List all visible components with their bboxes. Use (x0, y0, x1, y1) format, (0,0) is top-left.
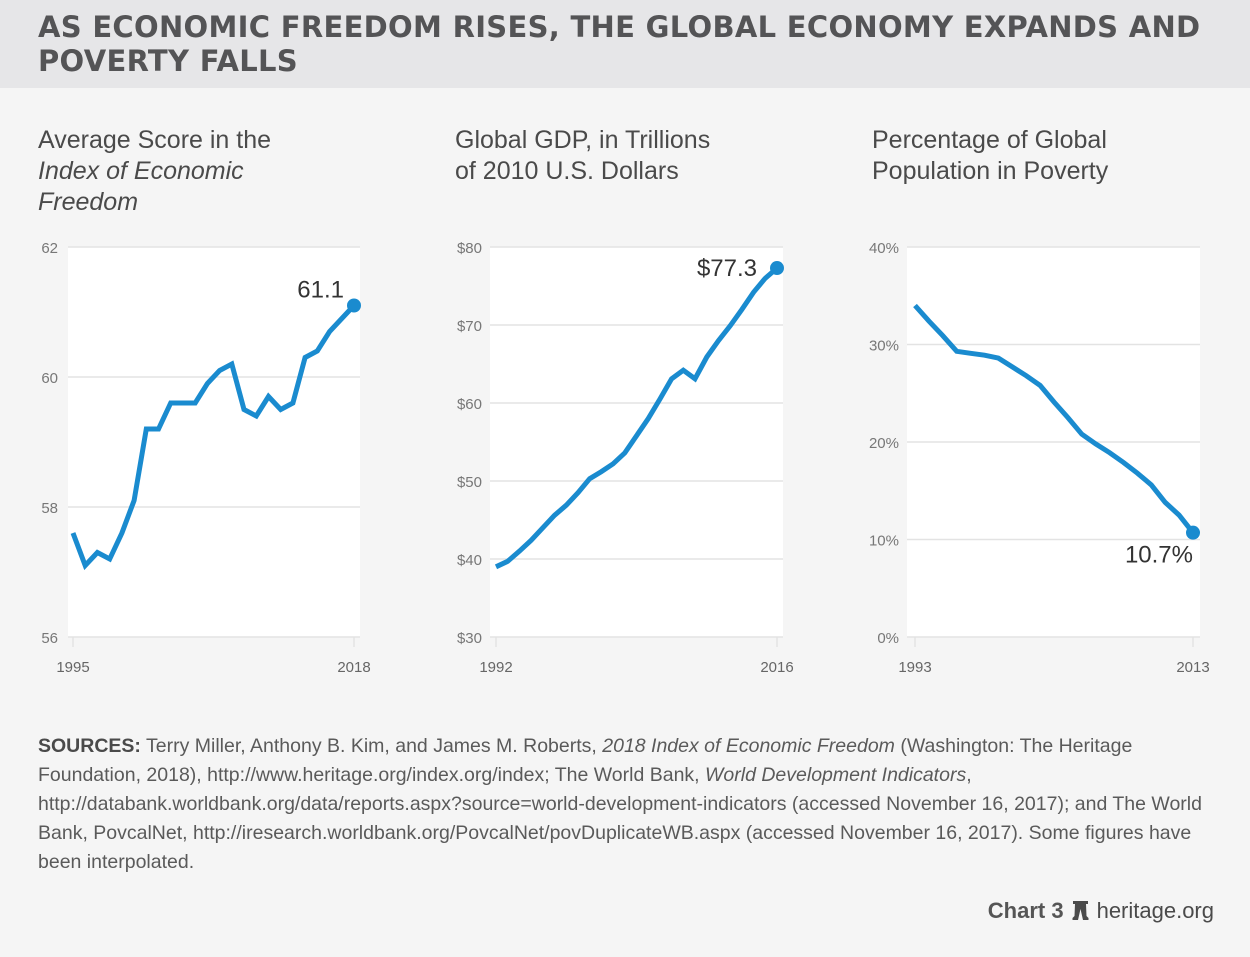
sources-text-1: Terry Miller, Anthony B. Kim, and James … (140, 735, 603, 757)
chart3-ytick-label: 10% (869, 533, 899, 550)
chart2-plot-area (490, 247, 783, 637)
chart3-series-line (913, 303, 1195, 535)
chart2-endpoint-marker (770, 261, 784, 276)
chart1-ytick-label: 62 (41, 240, 58, 257)
chart2-ytick-label: $50 (457, 474, 482, 491)
chart1-subtitle-line1: Average Score in the (38, 126, 272, 154)
chart2-ytick-label: $60 (457, 396, 482, 413)
chart1-ytick-label: 58 (41, 500, 58, 517)
chart1-end-value-label: 61.1 (297, 277, 344, 304)
chart2-ytick-label: $80 (457, 240, 482, 257)
chart1-ytick-label: 60 (41, 370, 58, 387)
chart1-xtick-label: 1995 (56, 659, 89, 676)
chart1-plot-area (68, 247, 360, 637)
chart1-ytick-label: 56 (41, 630, 58, 647)
chart3-ytick-label: 30% (869, 338, 899, 355)
chart-title: AS ECONOMIC FREEDOM RISES, THE GLOBAL EC… (38, 10, 1201, 78)
sources-text-2: (Washington: The Heritage Foundation, 20… (38, 735, 1133, 786)
chart3-xtick-label: 2013 (1176, 659, 1209, 676)
chart1-xtick-label: 2018 (337, 659, 370, 676)
chart2-subtitle-line2: of 2010 U.S. Dollars (455, 157, 679, 185)
chart2-xtick-label: 1992 (479, 659, 512, 676)
chart3-end-value-label: 10.7% (1125, 542, 1193, 569)
chart1-subtitle-line2: Index of Economic (38, 157, 244, 185)
chart1-endpoint-marker (347, 298, 361, 313)
chart3-endpoint-marker (1186, 525, 1200, 540)
chart1-subtitle: Average Score in the Index of Economic F… (38, 125, 271, 218)
chart1-series-line (70, 303, 356, 571)
footer: Chart 3 heritage.org (988, 898, 1214, 924)
chart2-xtick-label: 2016 (760, 659, 793, 676)
chart-number: Chart 3 (987, 898, 1064, 923)
chart3-ytick-label: 40% (869, 240, 899, 257)
sources-text-3: , http://databank.worldbank.org/data/rep… (38, 764, 1202, 873)
chart3-ytick-label: 0% (877, 630, 899, 647)
liberty-bell-icon (1072, 901, 1089, 920)
chart2-series-line (494, 266, 779, 570)
chart3-subtitle-line2: Population in Poverty (872, 157, 1109, 185)
sources-note: SOURCES: Terry Miller, Anthony B. Kim, a… (38, 732, 1208, 877)
chart3-subtitle-line1: Percentage of Global (872, 126, 1107, 154)
chart2-subtitle-line1: Global GDP, in Trillions (455, 126, 711, 154)
sources-title-2: World Development Indicators (705, 764, 967, 786)
chart3-ytick-label: 20% (869, 435, 899, 452)
sources-label: SOURCES: (38, 735, 141, 757)
site-link[interactable]: heritage.org (1096, 898, 1214, 923)
chart1-subtitle-line3: Freedom (38, 188, 139, 216)
chart2-end-value-label: $77.3 (697, 255, 757, 282)
chart3-subtitle: Percentage of Global Population in Pover… (872, 125, 1108, 187)
chart3-xtick-label: 1993 (898, 659, 931, 676)
sources-title-1: 2018 Index of Economic Freedom (602, 735, 895, 757)
header-banner: AS ECONOMIC FREEDOM RISES, THE GLOBAL EC… (0, 0, 1250, 88)
chart2-ytick-label: $30 (457, 630, 482, 647)
chart2-ytick-label: $40 (457, 552, 482, 569)
chart2-ytick-label: $70 (457, 318, 482, 335)
chart2-subtitle: Global GDP, in Trillions of 2010 U.S. Do… (455, 125, 710, 187)
